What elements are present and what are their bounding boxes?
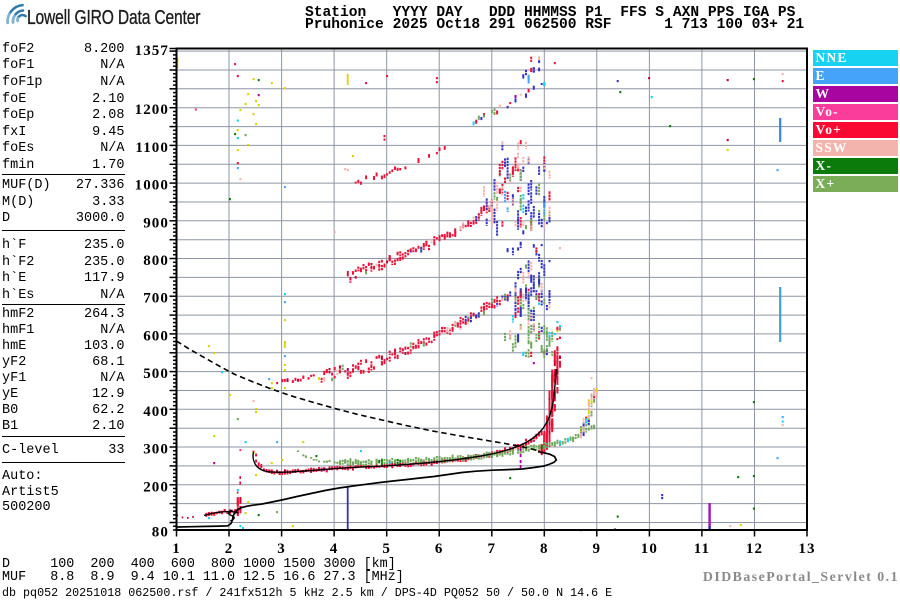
- svg-text:13: 13: [798, 541, 815, 557]
- svg-text:400: 400: [143, 404, 169, 420]
- svg-text:2: 2: [225, 541, 234, 557]
- svg-text:1100: 1100: [135, 140, 169, 156]
- svg-text:900: 900: [143, 215, 169, 231]
- svg-text:600: 600: [143, 328, 169, 344]
- svg-text:8: 8: [540, 541, 549, 557]
- svg-text:3: 3: [277, 541, 286, 557]
- svg-text:700: 700: [143, 291, 169, 307]
- svg-text:80: 80: [152, 525, 169, 541]
- svg-text:9: 9: [592, 541, 601, 557]
- svg-text:200: 200: [143, 479, 169, 495]
- svg-text:1357: 1357: [135, 43, 169, 59]
- svg-text:7: 7: [487, 541, 496, 557]
- svg-text:11: 11: [694, 541, 710, 557]
- svg-text:300: 300: [143, 442, 169, 458]
- svg-text:12: 12: [746, 541, 763, 557]
- svg-text:6: 6: [435, 541, 444, 557]
- svg-text:1: 1: [172, 541, 181, 557]
- svg-text:4: 4: [330, 541, 339, 557]
- svg-text:10: 10: [641, 541, 658, 557]
- svg-text:1000: 1000: [135, 178, 169, 194]
- svg-text:1200: 1200: [135, 102, 169, 118]
- svg-text:500: 500: [143, 366, 169, 382]
- svg-text:5: 5: [382, 541, 391, 557]
- svg-text:800: 800: [143, 253, 169, 269]
